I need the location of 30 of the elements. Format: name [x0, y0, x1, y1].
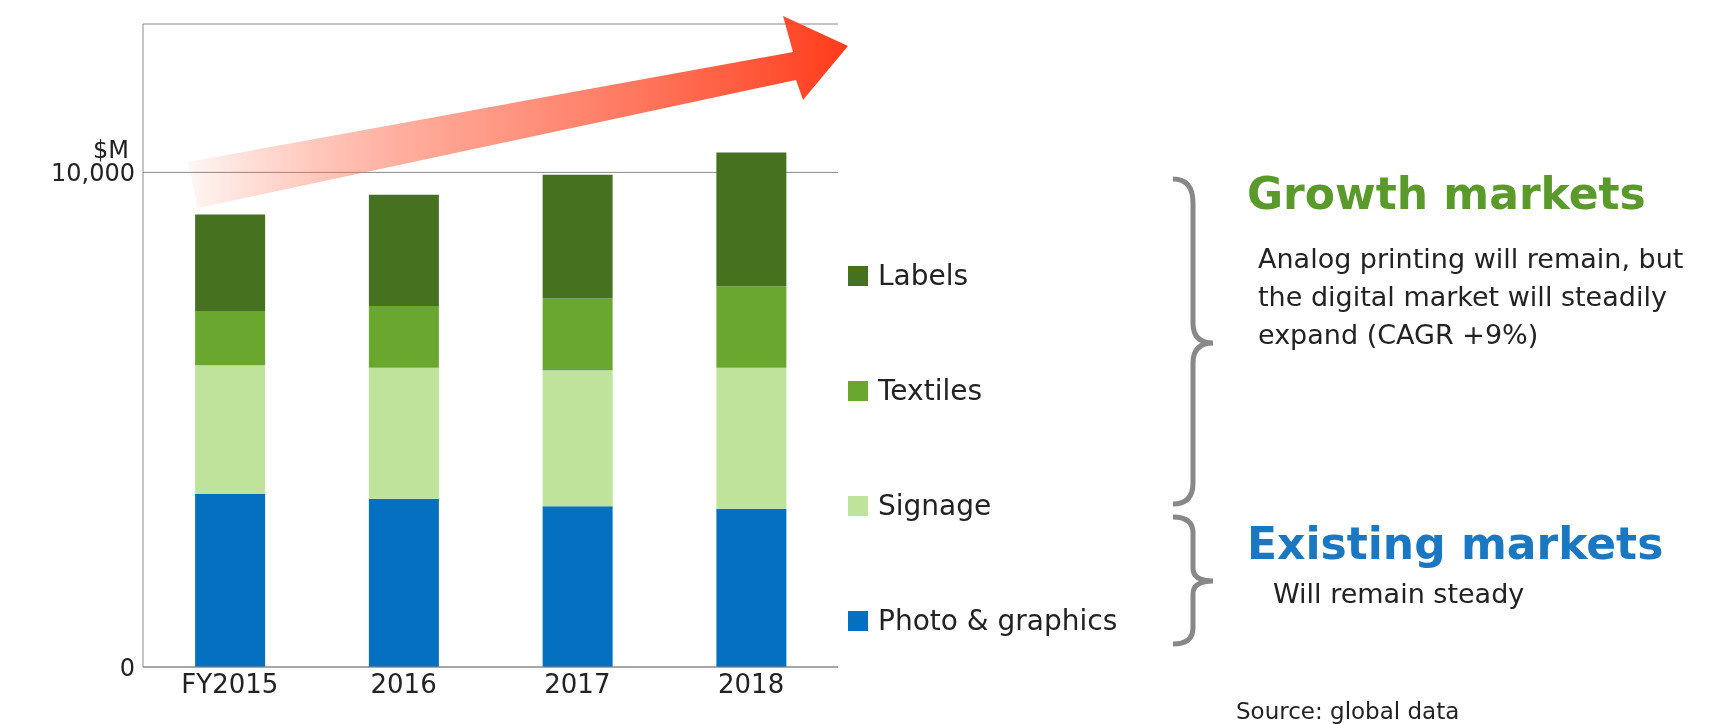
text: Growth markets	[1247, 168, 1646, 219]
bar	[368, 305, 439, 368]
text: Will remain steady	[1273, 578, 1525, 609]
bar	[195, 493, 266, 667]
legend-label: Labels	[878, 259, 969, 292]
text: Analog printing will remain, but the digital market will steadily expand (CAGR +9%)	[1258, 242, 1685, 352]
bar	[368, 367, 439, 499]
legend-label: Signage	[878, 489, 992, 522]
bar	[716, 152, 787, 287]
x-tick-label: FY2015	[181, 669, 279, 700]
x-tick-label: 2017	[544, 669, 611, 700]
text: Existing markets	[1247, 518, 1664, 569]
bar	[195, 214, 266, 311]
legend-label: Textiles	[878, 374, 983, 407]
bar	[542, 174, 613, 299]
bar	[368, 194, 439, 306]
bar	[542, 298, 613, 371]
bar	[716, 286, 787, 368]
y-tick-label: 0	[119, 653, 135, 682]
source-note: Source: global data	[1236, 698, 1460, 724]
x-tick-label: 2016	[370, 669, 437, 700]
bar	[542, 506, 613, 667]
x-tick-label: 2018	[718, 669, 785, 700]
bar	[716, 508, 787, 667]
bar	[716, 367, 787, 509]
bar	[542, 370, 613, 507]
bar	[368, 498, 439, 667]
bar	[195, 365, 266, 494]
legend-label: Photo & graphics	[878, 604, 1118, 637]
bar	[195, 310, 266, 366]
